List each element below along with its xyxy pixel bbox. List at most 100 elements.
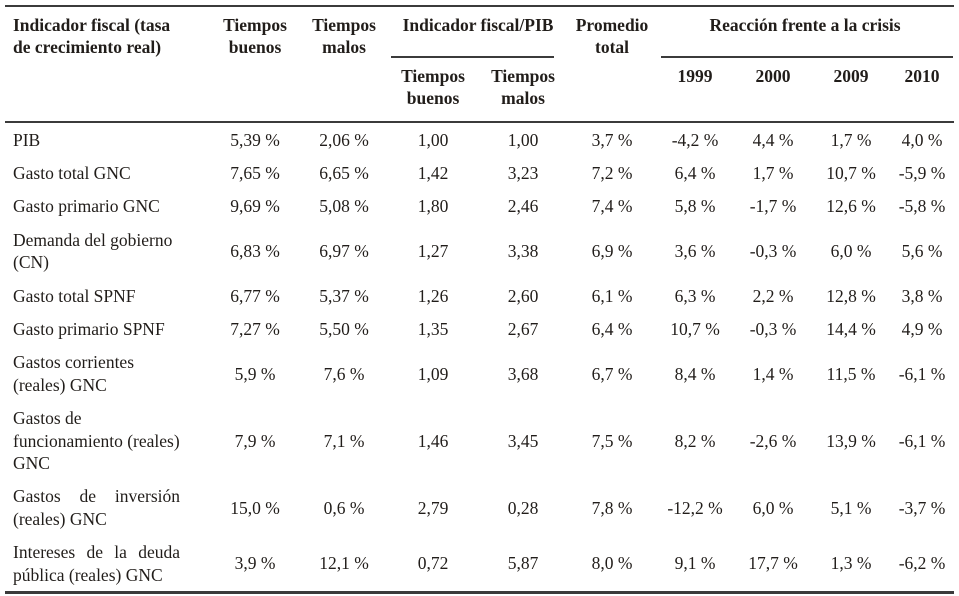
value-cell: 3,38 (507, 241, 539, 261)
value-cell: 11,5 % (826, 363, 876, 384)
header-row-groups: Indicador fiscal (tasa de crecimiento re… (5, 6, 954, 124)
value-cell: -0,3 % (749, 241, 797, 261)
value-cell: 4,9 % (901, 318, 943, 339)
value-cell: -3,7 % (898, 497, 946, 518)
row-label: Gastos de funcionamiento (reales) GNC (13, 408, 180, 473)
value-cell: -2,6 % (749, 430, 797, 451)
value-cell: 10,7 % (826, 163, 876, 184)
subheader-year-2009: 2009 (812, 58, 891, 124)
value-cell: 6,4 % (591, 318, 633, 339)
value-cell: -5,9 % (898, 163, 946, 184)
value-cell: -6,2 % (898, 553, 946, 574)
header-group-indicator-pib: Indicador fiscal/PIB (388, 6, 568, 58)
value-cell: 5,1 % (830, 497, 872, 518)
value-cell: 3,8 % (901, 285, 943, 306)
value-cell: 1,4 % (752, 363, 794, 384)
value-cell: 14,4 % (826, 318, 876, 339)
subheader-year-1999: 1999 (656, 58, 735, 124)
value-cell: 1,27 (417, 241, 449, 261)
value-cell: -4,2 % (671, 129, 719, 150)
value-cell: 6,83 % (230, 241, 280, 261)
value-cell: 1,42 (417, 163, 449, 184)
value-cell: 12,6 % (826, 196, 876, 217)
row-label: Gasto total GNC (13, 163, 131, 184)
value-cell: 3,45 (507, 430, 539, 451)
value-cell: 12,1 % (319, 553, 369, 574)
value-cell: 7,9 % (234, 430, 276, 451)
value-cell: 2,2 % (752, 285, 794, 306)
row-label: Gastos corrientes (reales) GNC (13, 352, 135, 395)
value-cell: 1,80 (417, 196, 449, 217)
header-indicator: Indicador fiscal (tasa de crecimiento re… (5, 6, 210, 124)
value-cell: 4,4 % (752, 129, 794, 150)
value-cell: 3,23 (507, 163, 539, 184)
table-row: Gasto total GNC 7,65 % 6,65 % 1,42 3,23 7,2 %… (5, 157, 954, 190)
value-cell: 7,1 % (323, 430, 365, 451)
value-cell: 10,7 % (670, 318, 720, 339)
value-cell: 2,79 (417, 497, 449, 518)
value-cell: 8,2 % (674, 430, 716, 451)
value-cell: 7,5 % (591, 430, 633, 451)
value-cell: 7,65 % (230, 163, 280, 184)
table-row: Demanda del gobierno (CN) 6,83 % 6,97 % 1,2… (5, 223, 954, 279)
value-cell: 5,08 % (319, 196, 369, 217)
value-cell: 5,6 % (901, 241, 943, 261)
value-cell: 5,50 % (319, 318, 369, 339)
value-cell: 0,6 % (323, 497, 365, 518)
value-cell: 2,60 (507, 285, 539, 306)
value-cell: -5,8 % (898, 196, 946, 217)
fiscal-indicators-table: Indicador fiscal (tasa de crecimiento re… (5, 5, 955, 595)
row-label: PIB (13, 129, 41, 150)
row-label: Intereses de la deuda pública (reales) G… (13, 542, 180, 585)
value-cell: 2,67 (507, 318, 539, 339)
subheader-year-2000: 2000 (734, 58, 813, 124)
row-label: Gasto total SPNF (13, 285, 136, 306)
value-cell: 3,6 % (674, 241, 716, 261)
header-bad-times: Tiempos malos (300, 6, 388, 124)
row-label: Gastos de inversión (reales) GNC (13, 486, 180, 529)
value-cell: 6,9 % (591, 241, 633, 261)
value-cell: 7,6 % (323, 363, 365, 384)
value-cell: 0,28 (507, 497, 539, 518)
row-label: Demanda del gobierno (CN) (13, 229, 173, 273)
value-cell: 1,3 % (830, 553, 872, 574)
value-cell: 6,0 % (752, 497, 794, 518)
value-cell: 8,4 % (674, 363, 716, 384)
table-row: Intereses de la deuda pública (reales) G… (5, 536, 954, 593)
value-cell: -6,1 % (898, 363, 946, 384)
value-cell: -0,3 % (749, 318, 797, 339)
value-cell: 5,37 % (319, 285, 369, 306)
value-cell: 6,4 % (674, 163, 716, 184)
value-cell: 0,72 (417, 553, 449, 574)
row-label: Gasto primario SPNF (13, 318, 165, 339)
value-cell: 12,8 % (826, 285, 876, 306)
header-group-crisis-reaction: Reacción frente a la crisis (656, 6, 954, 58)
value-cell: 1,35 (417, 318, 449, 339)
table-row: Gastos de funcionamiento (reales) GNC 7,9… (5, 402, 954, 480)
table-row: Gasto total SPNF 6,77 % 5,37 % 1,26 2,60 6,1 … (5, 279, 954, 312)
value-cell: 2,06 % (319, 129, 369, 150)
value-cell: 9,1 % (674, 553, 716, 574)
value-cell: 1,7 % (830, 129, 872, 150)
value-cell: 6,97 % (319, 241, 369, 261)
value-cell: 5,39 % (230, 129, 280, 150)
value-cell: 6,65 % (319, 163, 369, 184)
value-cell: 1,00 (417, 129, 449, 150)
value-cell: 6,1 % (591, 285, 633, 306)
table-body: PIB 5,39 % 2,06 % 1,00 1,00 3,7 % -4,2 % 4,4 % 1… (5, 122, 954, 593)
value-cell: 1,46 (417, 430, 449, 451)
value-cell: 5,9 % (234, 363, 276, 384)
value-cell: 1,7 % (752, 163, 794, 184)
value-cell: 7,8 % (591, 497, 633, 518)
value-cell: 6,7 % (591, 363, 633, 384)
value-cell: 4,0 % (901, 129, 943, 150)
value-cell: 1,00 (507, 129, 539, 150)
value-cell: -6,1 % (898, 430, 946, 451)
value-cell: 17,7 % (748, 553, 798, 574)
row-label: Gasto primario GNC (13, 196, 160, 217)
value-cell: 7,2 % (591, 163, 633, 184)
value-cell: -12,2 % (667, 497, 723, 518)
value-cell: 8,0 % (591, 553, 633, 574)
table-row: Gastos corrientes (reales) GNC 5,9 % 7,6 %… (5, 346, 954, 402)
table-row: Gasto primario SPNF 7,27 % 5,50 % 1,35 2,67 6… (5, 312, 954, 345)
